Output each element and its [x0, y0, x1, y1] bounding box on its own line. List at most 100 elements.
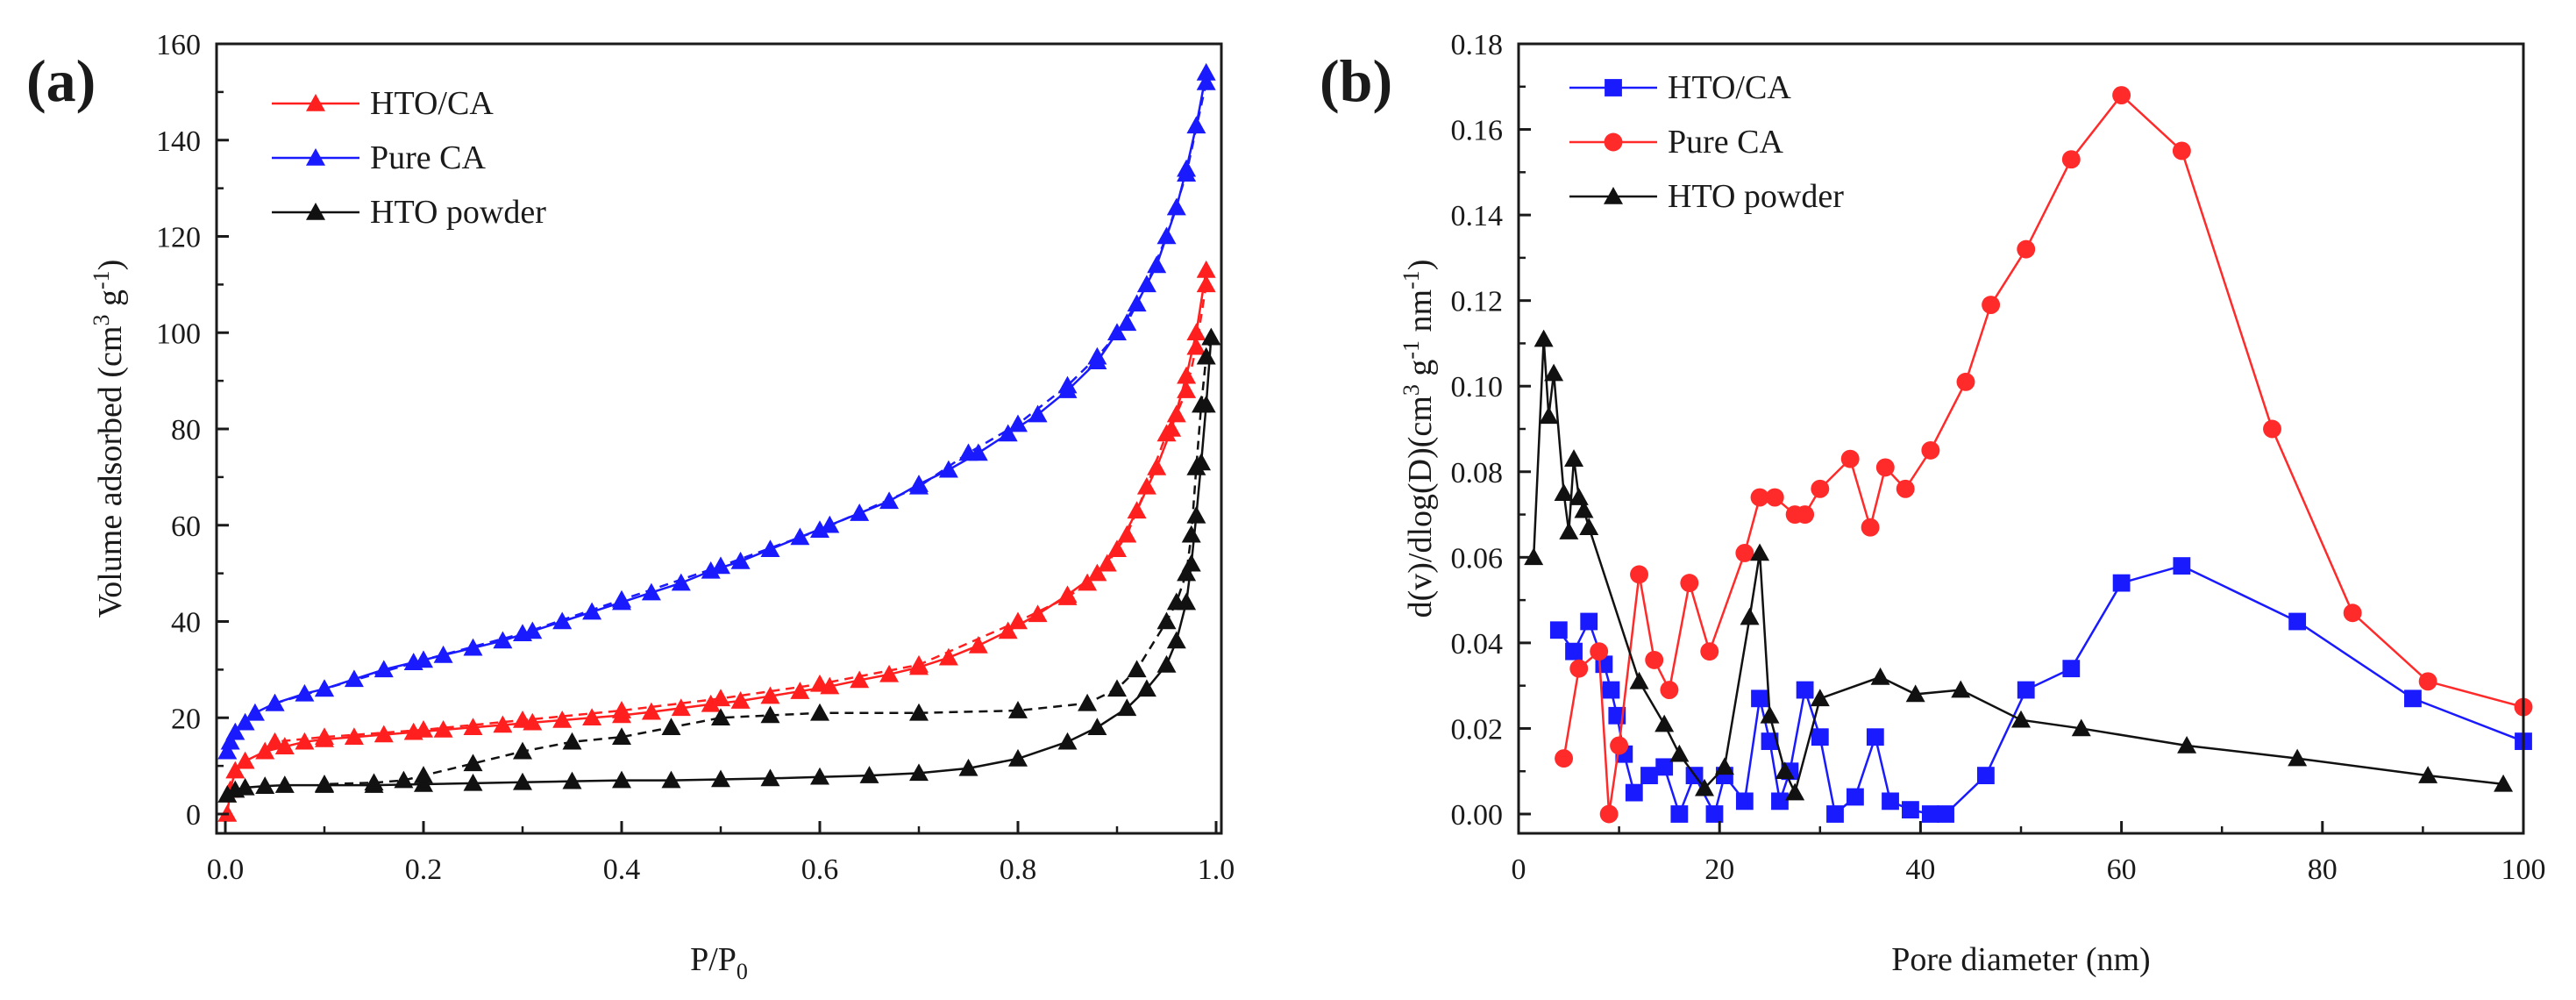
x-tick-label: 40 [1905, 854, 1935, 886]
desorption-point-pure-ca [1087, 346, 1107, 365]
desorption-point-pure-ca [810, 520, 829, 539]
legend-entry-hto-ca: HTO/CA [1569, 69, 1791, 106]
adsorption-point-hto-powder [661, 770, 681, 789]
panel-a-legend: HTO/CA Pure CA HTO powder [272, 85, 546, 231]
data-point-hto-powder [1564, 449, 1584, 467]
desorption-point-hto-ca [513, 710, 532, 728]
adsorption-point-pure-ca [938, 460, 958, 478]
y-tick-label: 0.12 [1451, 286, 1504, 318]
desorption-point-hto-powder [1186, 457, 1206, 475]
data-point-pure-ca [1750, 488, 1769, 507]
y-tick-label: 20 [171, 703, 201, 735]
data-point-hto-powder [1544, 363, 1564, 382]
desorption-point-hto-ca [1186, 337, 1206, 355]
data-point-hto-powder [1669, 744, 1690, 762]
adsorption-point-pure-ca [463, 638, 483, 656]
y-tick-label: 40 [171, 607, 201, 639]
data-point-pure-ca [1630, 565, 1648, 584]
desorption-point-pure-ca [1008, 414, 1028, 432]
data-point-hto-powder [1579, 518, 1599, 535]
adsorption-point-hto-ca [255, 741, 275, 760]
adsorption-point-hto-powder [513, 772, 532, 790]
adsorption-point-hto-ca [552, 710, 573, 728]
adsorption-point-pure-ca [1107, 323, 1127, 341]
data-point-hto-powder [2011, 710, 2031, 728]
desorption-point-hto-powder [1156, 611, 1177, 630]
legend-label-hto-powder: HTO powder [370, 194, 546, 231]
legend-label-hto-ca: HTO/CA [370, 85, 494, 122]
y-tick-label: 140 [156, 125, 201, 158]
desorption-point-hto-powder [1181, 525, 1201, 543]
adsorption-point-hto-ca [225, 761, 246, 779]
data-point-pure-ca [1700, 642, 1719, 661]
adsorption-point-hto-powder [909, 763, 929, 782]
data-point-pure-ca [1680, 574, 1699, 593]
desorption-point-pure-ca [1117, 313, 1137, 332]
data-point-pure-ca [2061, 150, 2081, 169]
x-tick-label: 0.6 [801, 854, 839, 886]
data-point-pure-ca [2418, 672, 2437, 691]
adsorption-point-hto-ca [1186, 323, 1206, 341]
data-point-hto-powder [2418, 766, 2438, 783]
desorption-point-hto-ca [1057, 588, 1078, 605]
desorption-point-hto-ca [1117, 525, 1137, 543]
data-point-hto-ca [1761, 732, 1779, 750]
desorption-point-hto-powder [909, 703, 929, 721]
adsorption-point-hto-ca [274, 737, 295, 754]
adsorption-point-hto-ca [938, 647, 958, 666]
adsorption-point-pure-ca [245, 703, 265, 721]
data-point-pure-ca [1875, 458, 1895, 477]
desorption-point-hto-powder [414, 766, 433, 783]
adsorption-point-hto-powder [1186, 505, 1206, 524]
desorption-point-pure-ca [958, 443, 978, 461]
panel-b-y-axis-label: d(v)/dlog(D)(cm3 g-1 nm-1) [1398, 260, 1439, 618]
data-point-hto-powder [1524, 547, 1544, 566]
adsorption-point-hto-powder [711, 769, 730, 788]
panel-b-x-axis-label: Pore diameter (nm) [1891, 941, 2150, 978]
adsorption-point-hto-powder [1166, 631, 1186, 649]
data-point-hto-ca [1655, 758, 1674, 776]
legend-marker-hto-ca [306, 94, 325, 111]
desorption-point-hto-powder [364, 773, 384, 791]
legend-marker-pure-ca [306, 148, 325, 166]
y-tick-label: 0.00 [1451, 799, 1504, 832]
legend-marker-pure-ca [1604, 132, 1623, 152]
panel-b-axes: 0 20 40 60 80 100 0.00 0.02 0.04 0.06 0.08 0.10 0.12… [1451, 29, 2546, 886]
adsorption-point-pure-ca [1127, 294, 1147, 312]
data-point-hto-ca [1976, 767, 1995, 784]
desorption-point-hto-ca [315, 727, 334, 745]
data-point-hto-powder [1760, 705, 1780, 724]
adsorption-point-pure-ca [820, 515, 840, 533]
adsorption-point-pure-ca [1196, 62, 1216, 81]
adsorption-point-hto-powder [1087, 718, 1107, 736]
adsorption-point-hto-powder [562, 771, 582, 789]
data-point-hto-powder [2177, 735, 2197, 754]
adsorption-point-hto-powder [463, 773, 483, 791]
adsorption-point-pure-ca [760, 539, 780, 557]
legend-entry-hto-ca: HTO/CA [272, 85, 494, 122]
x-tick-label: 0.2 [405, 854, 443, 886]
panel-a-y-axis-label: Volume adsorbed (cm3 g-1) [89, 260, 129, 618]
adsorption-point-hto-powder [810, 767, 829, 785]
adsorption-point-hto-ca [1147, 457, 1167, 475]
data-point-hto-ca [1625, 783, 1643, 802]
data-point-hto-powder [1629, 671, 1649, 689]
desorption-point-hto-ca [1177, 381, 1197, 398]
data-point-hto-powder [1905, 684, 1925, 703]
data-point-hto-powder [1951, 680, 1971, 698]
data-point-pure-ca [1735, 544, 1754, 562]
desorption-point-hto-powder [612, 727, 631, 745]
series-line-hto-ca [1557, 564, 2524, 818]
adsorption-point-hto-ca [582, 708, 602, 726]
adsorption-point-pure-ca [217, 741, 238, 760]
desorption-line-hto-ca [274, 284, 1207, 743]
desorption-point-hto-powder [463, 754, 483, 772]
data-point-hto-powder [1534, 329, 1554, 347]
adsorption-point-hto-ca [850, 670, 870, 689]
data-point-pure-ca [1861, 518, 1880, 537]
desorption-point-hto-ca [414, 719, 433, 738]
data-point-hto-ca [1796, 681, 1814, 699]
desorption-point-hto-powder [513, 741, 532, 760]
y-tick-label: 0.04 [1451, 628, 1504, 661]
adsorption-point-pure-ca [344, 669, 364, 688]
